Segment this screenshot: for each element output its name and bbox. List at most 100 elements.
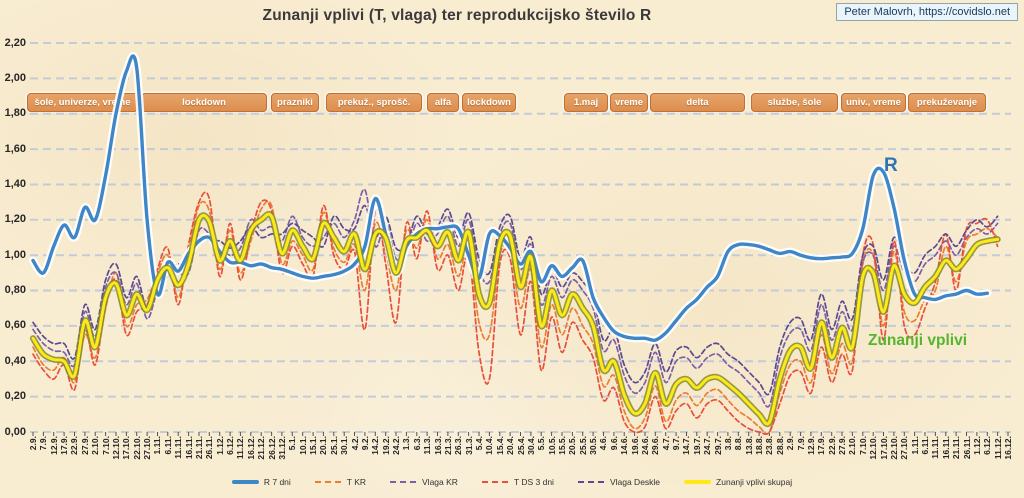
x-axis-label: 22.9.	[826, 436, 837, 455]
x-axis-label: 1.11.	[152, 436, 163, 455]
y-axis-label: 1,00	[4, 248, 26, 261]
x-axis-label: 24.2.	[391, 436, 402, 455]
x-axis-label: 14.2.	[370, 436, 381, 455]
x-axis-label: 7.9.	[795, 436, 806, 451]
phase-box-alfa: alfa	[427, 93, 459, 112]
x-axis-label: 2.9.	[28, 436, 38, 451]
x-axis-label: 11.12.	[235, 436, 246, 460]
x-axis-label: 12.10.	[110, 436, 121, 460]
x-axis-label: 22.10.	[888, 436, 899, 460]
x-axis-label: 13.8.	[743, 436, 754, 455]
x-axis-label: 29.7.	[712, 436, 723, 455]
x-axis-label: 5.1.	[287, 436, 298, 451]
x-axis-label: 26.11.	[961, 436, 972, 460]
legend-swatch	[577, 481, 605, 483]
x-axis-label: 23.8.	[764, 436, 775, 455]
x-axis-label: 11.12.	[992, 436, 1003, 460]
x-axis-label: 25.5.	[577, 436, 588, 455]
r-annotation: R	[884, 155, 898, 176]
x-axis-label: 11.3.	[422, 436, 433, 455]
x-axis-label: 24.6.	[639, 436, 650, 455]
x-axis-label: 15.5.	[556, 436, 567, 455]
phase-box-vreme: vreme	[610, 93, 648, 112]
x-axis-label: 11.11.	[930, 436, 941, 459]
x-axis-label: 26.12.	[266, 436, 277, 460]
x-axis-label: 14.7.	[681, 436, 692, 455]
x-axis-label: 3.8.	[722, 436, 733, 451]
x-axis-label: 12.9.	[48, 436, 59, 455]
legend-label: Vlaga KR	[422, 477, 458, 487]
x-axis-label: 7.10.	[100, 436, 111, 455]
x-axis-label: 27.9.	[837, 436, 848, 455]
y-axis-label: 2,20	[4, 36, 26, 49]
x-axis-label: 9.6.	[608, 436, 619, 451]
x-axis-label: 1.3.	[401, 436, 412, 451]
x-axis-label: 6.12.	[225, 436, 236, 455]
x-axis-label: 15.4.	[494, 436, 505, 455]
y-axis-label: 1,20	[4, 213, 26, 226]
legend: R 7 dni T KR Vlaga KR T DS 3 dni Vlaga Deskl…	[0, 477, 1024, 487]
x-axis-label: 22.9.	[69, 436, 80, 455]
x-axis-label: 27.9.	[79, 436, 90, 455]
x-axis-label: 21.3.	[442, 436, 453, 455]
y-axis-label: 1,80	[4, 107, 26, 120]
x-axis-label: 1.11.	[909, 436, 920, 455]
x-axis-label: 16.3.	[432, 436, 443, 455]
x-axis-label: 8.8.	[733, 436, 744, 451]
x-axis-label: 24.7.	[702, 436, 713, 455]
y-axis-label: 0,20	[4, 390, 26, 403]
x-axis-label: 19.2.	[380, 436, 391, 455]
legend-label: Zunanji vplivi skupaj	[716, 477, 793, 487]
phase-box-univ-vreme: univ., vreme	[841, 93, 906, 112]
x-axis-label: 27.10.	[142, 436, 153, 460]
legend-item-zunanji-vplivi-skupaj: Zunanji vplivi skupaj	[684, 477, 792, 487]
x-axis-label: 14.6.	[619, 436, 630, 455]
x-axis-label: 20.1.	[318, 436, 329, 455]
legend-item-vlaga-kr: Vlaga KR	[390, 477, 458, 487]
x-axis-label: 16.11.	[183, 436, 194, 460]
x-axis-label: 18.8.	[754, 436, 765, 455]
x-axis-label: 16.12.	[245, 436, 256, 460]
phase-box-lockdown: lockdown	[141, 93, 267, 112]
x-axis-label: 7.9.	[38, 436, 49, 451]
legend-swatch	[684, 480, 712, 484]
x-axis-label: 12.10.	[868, 436, 879, 460]
legend-swatch	[314, 481, 342, 483]
credit-link[interactable]: Peter Malovrh, https://covidslo.net	[836, 3, 1018, 21]
x-axis-label: 6.11.	[162, 436, 173, 455]
legend-swatch	[481, 481, 509, 483]
phase-box-preku-evanje: prekuževanje	[908, 93, 986, 112]
x-axis-label: 21.12.	[256, 436, 267, 460]
legend-item-vlaga-deskle: Vlaga Deskle	[577, 477, 660, 487]
x-axis-label: 31.3.	[463, 436, 474, 455]
x-axis-label: 19.6.	[629, 436, 640, 455]
x-axis-label: 16.11.	[940, 436, 951, 460]
series-line-vlaga-kr	[32, 188, 999, 408]
x-axis-label: 11.11.	[173, 436, 184, 459]
x-axis-label: 5.4.	[474, 436, 484, 451]
x-axis-label: 17.9.	[816, 436, 827, 455]
phase-box-1-maj: 1.maj	[564, 93, 608, 112]
y-axis-label: 0,00	[4, 425, 26, 438]
x-axis-label: 30.5.	[588, 436, 599, 455]
y-axis-label: 0,80	[4, 284, 26, 297]
x-axis-label: 25.4.	[515, 436, 526, 455]
x-axis-label: 21.11.	[193, 436, 204, 460]
x-axis-label: 2.9.	[785, 436, 796, 451]
x-axis-label: 17.10.	[878, 436, 889, 460]
x-axis-label: 29.6.	[650, 436, 661, 455]
legend-label: R 7 dni	[263, 477, 291, 487]
x-axis-label: 16.12.	[1003, 436, 1013, 460]
x-axis-label: 5.5.	[536, 436, 547, 451]
x-axis-label: 17.9.	[59, 436, 70, 455]
x-axis-label: 30.1.	[339, 436, 350, 455]
x-axis-label: 10.5.	[546, 436, 557, 455]
x-axis-label: 2.10.	[90, 436, 101, 455]
x-axis-label: 4.7.	[660, 436, 671, 451]
y-axis-label: 0,60	[4, 319, 26, 332]
x-axis-label: 4.2.	[349, 436, 360, 451]
series-line-vlaga-deskle	[32, 204, 999, 396]
x-axis-label: 10.1.	[297, 436, 308, 455]
